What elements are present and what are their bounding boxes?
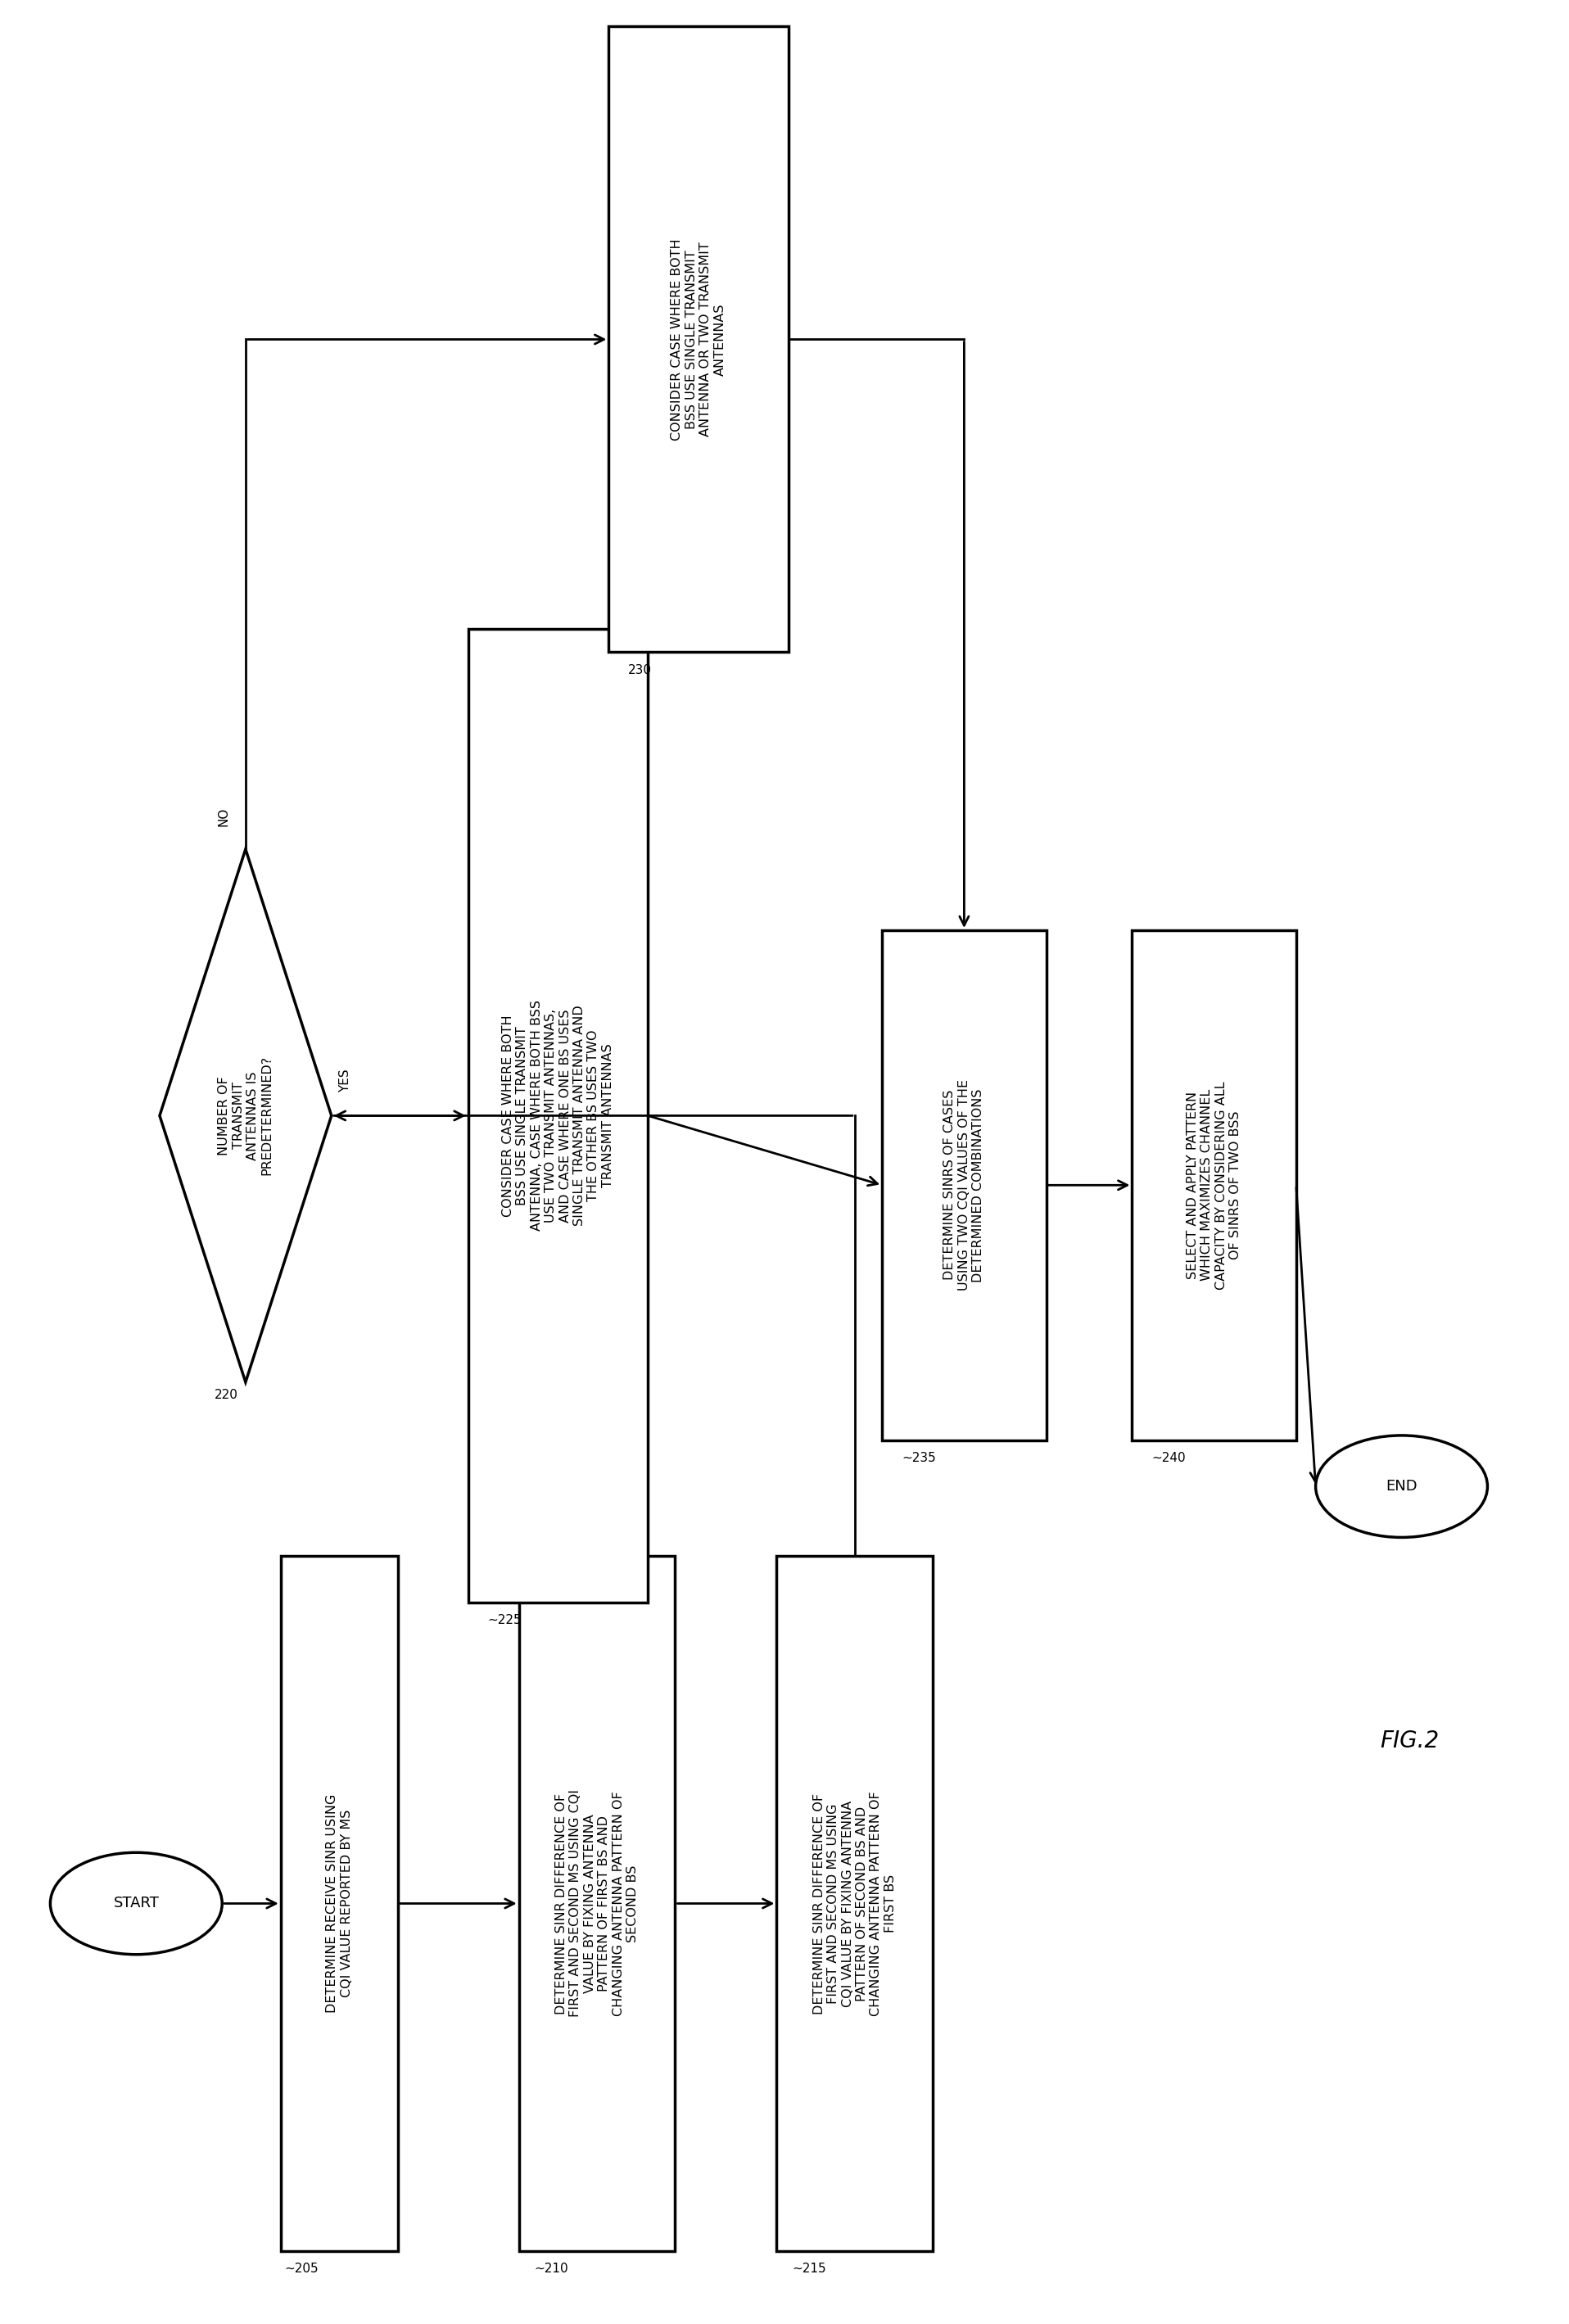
FancyBboxPatch shape xyxy=(1133,930,1296,1441)
FancyBboxPatch shape xyxy=(882,930,1047,1441)
Text: DETERMINE SINR DIFFERENCE OF
FIRST AND SECOND MS USING
CQI VALUE BY FIXING ANTEN: DETERMINE SINR DIFFERENCE OF FIRST AND S… xyxy=(813,1792,896,2015)
Text: DETERMINE SINR DIFFERENCE OF
FIRST AND SECOND MS USING CQI
VALUE BY FIXING ANTEN: DETERMINE SINR DIFFERENCE OF FIRST AND S… xyxy=(555,1789,639,2017)
Text: 230: 230 xyxy=(628,665,653,676)
Text: NUMBER OF
TRANSMIT
ANTENNAS IS
PREDETERMINED?: NUMBER OF TRANSMIT ANTENNAS IS PREDETERM… xyxy=(218,1055,273,1176)
Text: YES: YES xyxy=(339,1069,351,1092)
Text: ~210: ~210 xyxy=(535,2264,568,2275)
Text: NO: NO xyxy=(218,806,231,825)
Text: 220: 220 xyxy=(215,1390,238,1401)
Text: CONSIDER CASE WHERE BOTH
BSS USE SINGLE TRANSMIT
ANTENNA, CASE WHERE BOTH BSS
US: CONSIDER CASE WHERE BOTH BSS USE SINGLE … xyxy=(502,999,613,1232)
FancyBboxPatch shape xyxy=(281,1557,399,2252)
Text: DETERMINE SINRS OF CASES
USING TWO CQI VALUES OF THE
DETERMINED COMBINATIONS: DETERMINE SINRS OF CASES USING TWO CQI V… xyxy=(945,1078,984,1290)
FancyBboxPatch shape xyxy=(519,1557,675,2252)
Text: ~205: ~205 xyxy=(284,2264,319,2275)
Text: ~215: ~215 xyxy=(792,2264,827,2275)
Ellipse shape xyxy=(1316,1436,1487,1538)
FancyBboxPatch shape xyxy=(468,630,648,1601)
FancyBboxPatch shape xyxy=(777,1557,934,2252)
Text: CONSIDER CASE WHERE BOTH
BSS USE SINGLE TRANSMIT
ANTENNA OR TWO TRANSMIT
ANTENNA: CONSIDER CASE WHERE BOTH BSS USE SINGLE … xyxy=(672,239,726,439)
Ellipse shape xyxy=(50,1852,223,1954)
Polygon shape xyxy=(160,848,331,1383)
Text: ~225: ~225 xyxy=(488,1613,522,1627)
Text: FIG.2: FIG.2 xyxy=(1379,1729,1439,1752)
Text: ~240: ~240 xyxy=(1152,1452,1186,1464)
Text: START: START xyxy=(113,1896,158,1910)
Text: END: END xyxy=(1385,1478,1417,1494)
Text: SELECT AND APPLY PATTERN
WHICH MAXIMIZES CHANNEL
CAPACITY BY CONSIDERING ALL
OF : SELECT AND APPLY PATTERN WHICH MAXIMIZES… xyxy=(1186,1081,1241,1290)
Text: DETERMINE RECEIVE SINR USING
CQI VALUE REPORTED BY MS: DETERMINE RECEIVE SINR USING CQI VALUE R… xyxy=(326,1794,353,2013)
FancyBboxPatch shape xyxy=(609,26,788,653)
Text: ~235: ~235 xyxy=(902,1452,935,1464)
